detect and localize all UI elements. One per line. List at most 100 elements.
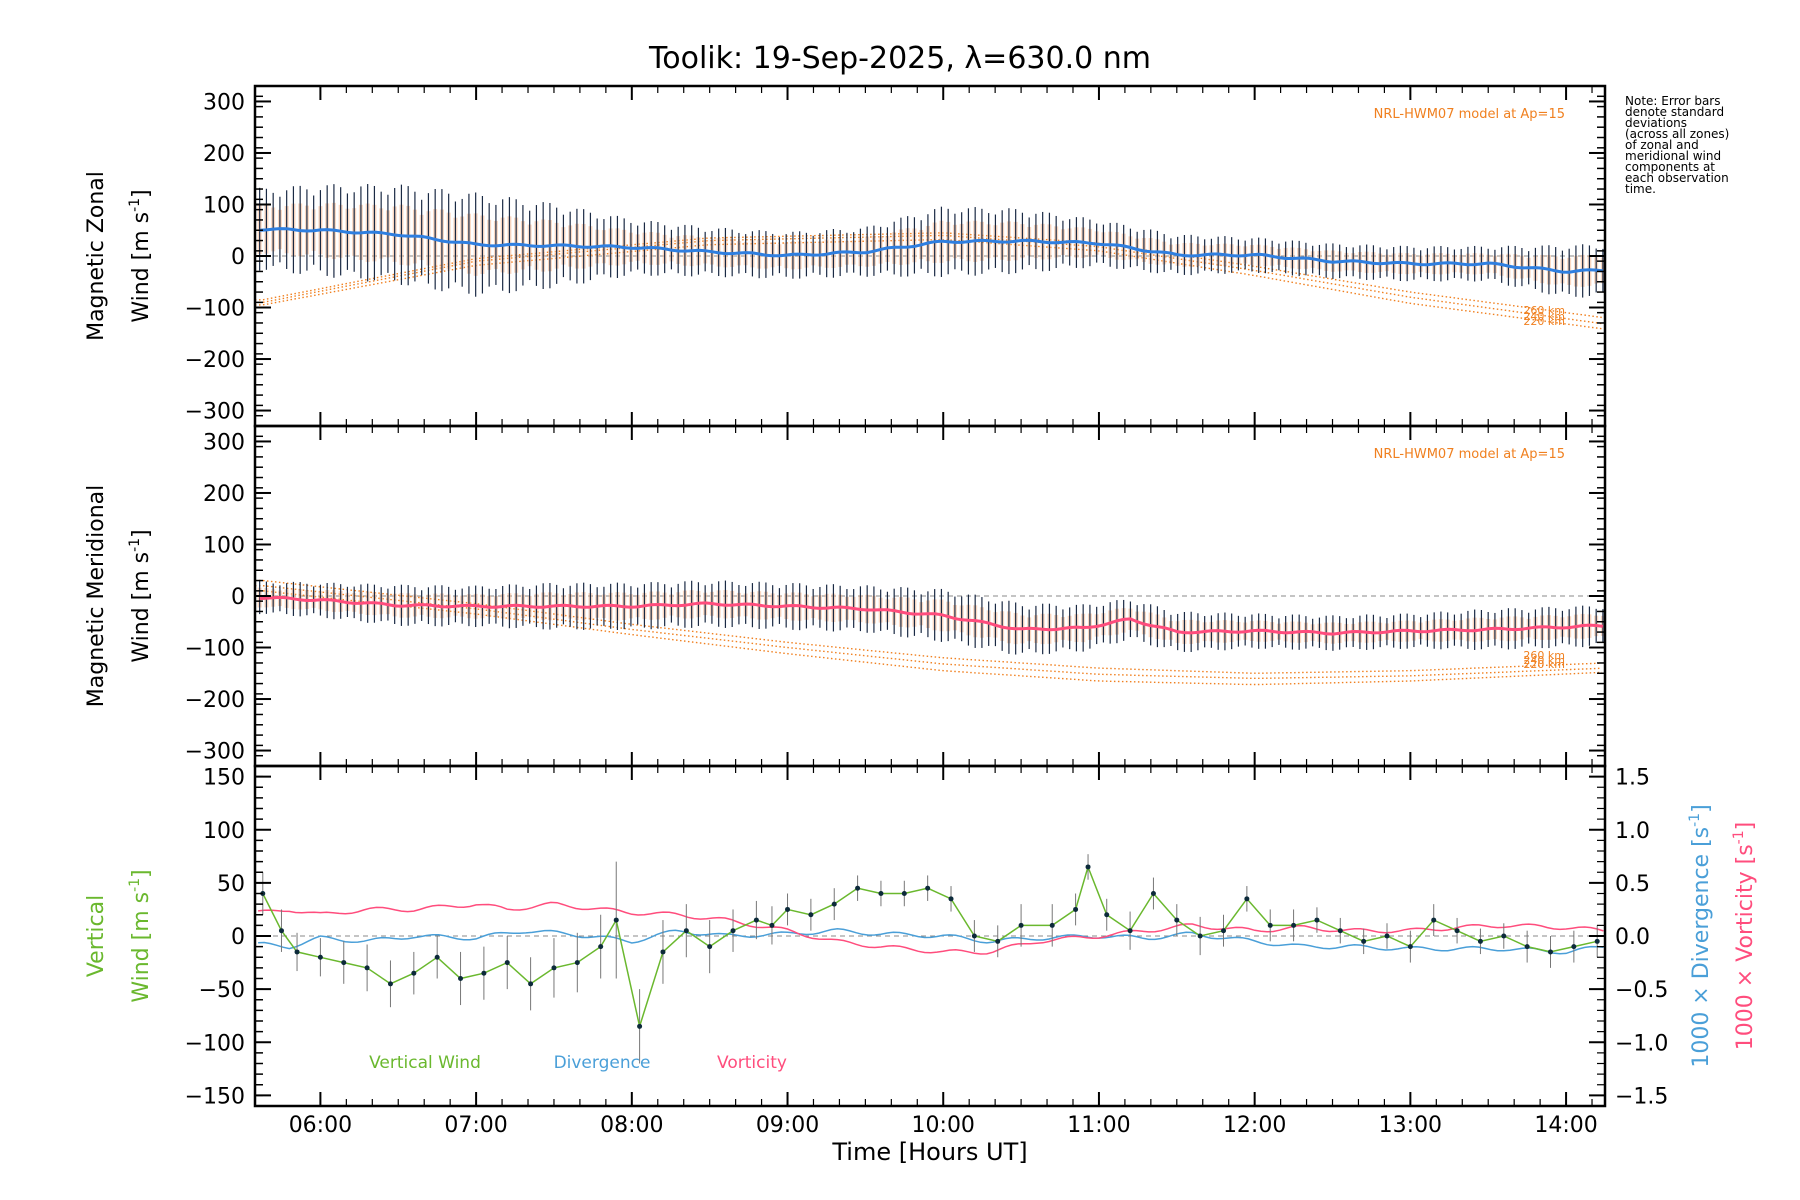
vertical-wind-point <box>1174 917 1180 923</box>
zonal-wind-line <box>259 227 1604 274</box>
vertical-wind-point <box>831 901 837 907</box>
vertical-wind-point <box>808 912 814 918</box>
vertical-wind-point <box>1431 917 1437 923</box>
error-bar-note: Note: Error bars denote standard deviation… <box>1625 94 1785 196</box>
note-line: each observation <box>1625 171 1729 185</box>
vertical-wind-point <box>1501 933 1507 939</box>
zonal-model-label: NRL-HWM07 model at Ap=15 <box>1374 107 1565 122</box>
legend-item: Vorticity <box>717 1053 787 1073</box>
chart-title: Toolik: 19-Sep-2025, λ=630.0 nm <box>648 41 1151 76</box>
vertical-wind-point <box>1571 944 1577 950</box>
zonal-model-curve <box>255 234 1602 325</box>
vertical-wind-point <box>504 960 510 966</box>
x-tick-label: 11:00 <box>1067 1113 1130 1138</box>
zonal-panel: −300 −200 −100 0 100 200 300 NRL-HWM07 model a… <box>84 84 1607 428</box>
y-tick-label: −50 <box>199 978 245 1003</box>
vertical-wind-point <box>1085 864 1091 870</box>
vertical-ylabel-line2: Wind [m s-1] <box>127 869 154 1002</box>
vertical-wind-point <box>1197 933 1203 939</box>
x-tick-label: 14:00 <box>1534 1113 1597 1138</box>
vertical-wind-point <box>294 949 300 955</box>
vertical-wind-point <box>769 922 775 928</box>
vertical-wind-point <box>434 954 440 960</box>
vertical-wind-point <box>1244 896 1250 902</box>
y-tick-label: −100 <box>185 297 245 322</box>
vertical-wind-point <box>855 885 861 891</box>
note-line: Note: Error bars <box>1625 94 1721 108</box>
vertical-panel: −150 −100 −50 0 50 100 150 −1.5 −1.0 −0.5 0.0 0.5 1.… <box>84 764 1758 1109</box>
meridional-panel: −300 −200 −100 0 100 200 300 NRL-HWM07 model a… <box>84 424 1607 768</box>
vertical-wind-point <box>317 954 323 960</box>
meridional-wind-line <box>259 595 1604 636</box>
vertical-wind-point <box>364 965 370 971</box>
vertical-ylabel-line1: Vertical <box>84 895 109 977</box>
vorticity-axis-label: 1000 × Vorticity [s-1] <box>1731 822 1758 1050</box>
x-tick-label: 06:00 <box>289 1113 352 1138</box>
vertical-wind-point <box>1384 933 1390 939</box>
vertical-wind-point <box>1314 917 1320 923</box>
zonal-altitude-label: 260 km <box>1523 304 1565 317</box>
x-axis: 06:00 07:00 08:00 09:00 10:00 11:00 12:00 13:00… <box>289 1113 1598 1138</box>
vertical-wind-point <box>901 891 907 896</box>
vertical-wind-point <box>1267 922 1273 928</box>
vertical-wind-point <box>1524 944 1530 950</box>
vertical-wind-point <box>1018 922 1024 928</box>
vertical-wind-point <box>613 917 619 923</box>
vertical-wind-point <box>1361 938 1367 944</box>
y2-tick-label: 1.0 <box>1615 819 1650 844</box>
y2-tick-label: 0.0 <box>1615 925 1650 950</box>
note-line: (across all zones) <box>1625 127 1730 141</box>
vertical-wind-point <box>1073 906 1079 912</box>
meridional-ylabel-line2: Wind [m s-1] <box>127 529 154 662</box>
y-tick-label: 0 <box>231 245 245 270</box>
vertical-wind-point <box>1291 922 1297 928</box>
vertical-wind-point <box>995 938 1001 944</box>
vertical-wind-point <box>481 970 487 976</box>
y-tick-label: −300 <box>185 400 245 425</box>
y-tick-label: 100 <box>203 819 245 844</box>
vertical-wind-point <box>971 933 977 939</box>
y-tick-label: 300 <box>203 430 245 455</box>
zonal-ylabel-line2: Wind [m s-1] <box>127 189 154 322</box>
vertical-wind-point <box>1407 944 1413 950</box>
vorticity-line <box>258 901 1604 955</box>
note-line: of zonal and <box>1625 138 1699 152</box>
divergence-line <box>258 928 1604 955</box>
meridional-ylabel-line1: Magnetic Meridional <box>84 485 109 707</box>
vertical-wind-point <box>341 960 347 966</box>
vertical-wind-point <box>1049 922 1055 928</box>
y-tick-label: 100 <box>203 193 245 218</box>
y-tick-label: −200 <box>185 688 245 713</box>
x-tick-label: 13:00 <box>1379 1113 1442 1138</box>
y2-tick-label: −1.5 <box>1615 1084 1668 1109</box>
vertical-wind-point <box>458 976 464 981</box>
note-line: time. <box>1625 182 1656 196</box>
y-tick-label: 150 <box>203 766 245 791</box>
vertical-wind-point <box>683 928 689 934</box>
meridional-altitude-label: 240 km <box>1523 654 1565 667</box>
vertical-wind-point <box>660 949 666 955</box>
y-tick-label: 300 <box>203 90 245 115</box>
x-tick-label: 12:00 <box>1223 1113 1286 1138</box>
meridional-altitude-label: 260 km <box>1523 649 1565 662</box>
vertical-wind-point <box>387 981 393 987</box>
x-tick-label: 09:00 <box>756 1113 819 1138</box>
meridional-model-label: NRL-HWM07 model at Ap=15 <box>1374 447 1565 462</box>
meridional-altitude-label: 220 km <box>1523 658 1565 671</box>
y-tick-label: −100 <box>185 637 245 662</box>
divergence-axis-label: 1000 × Divergence [s-1] <box>1687 804 1714 1067</box>
vertical-wind-point <box>1594 938 1600 944</box>
zonal-altitude-label: 220 km <box>1523 315 1565 328</box>
y2-tick-label: 1.5 <box>1615 766 1650 791</box>
zonal-altitude-label: 240 km <box>1523 310 1565 323</box>
note-line: denote standard <box>1625 105 1725 119</box>
vertical-wind-point <box>1150 891 1156 896</box>
y2-tick-label: −0.5 <box>1615 978 1668 1003</box>
note-line: deviations <box>1625 116 1688 130</box>
vertical-wind-point <box>878 891 884 896</box>
note-line: components at <box>1625 160 1716 174</box>
vertical-wind-point <box>925 885 931 891</box>
vertical-wind-point <box>753 917 759 923</box>
y-tick-label: 100 <box>203 533 245 558</box>
vertical-wind-point <box>730 928 736 934</box>
